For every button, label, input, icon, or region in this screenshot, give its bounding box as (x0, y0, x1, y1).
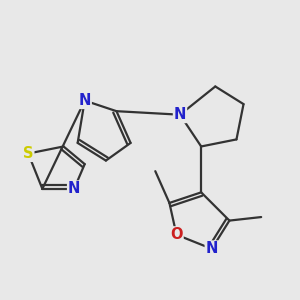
Text: N: N (79, 93, 91, 108)
Text: N: N (206, 241, 218, 256)
Text: O: O (170, 227, 183, 242)
Text: N: N (174, 107, 186, 122)
Text: N: N (68, 181, 80, 196)
Text: S: S (23, 146, 34, 161)
